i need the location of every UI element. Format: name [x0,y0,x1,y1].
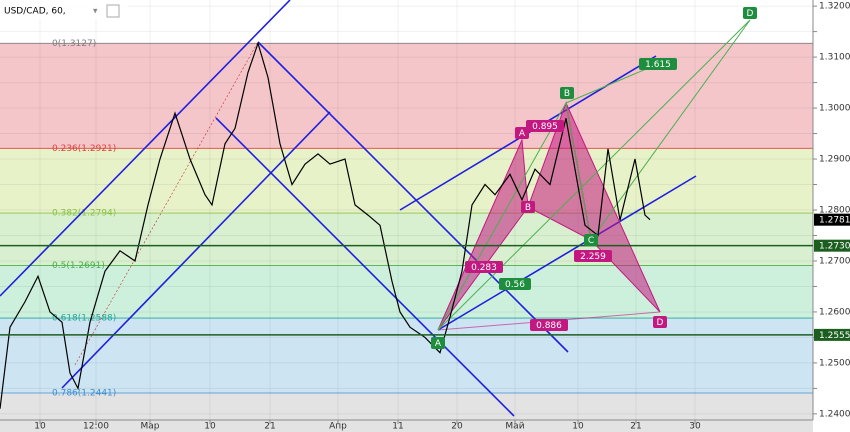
x-tick-label: 10 [34,422,46,432]
pattern-label: 0.886 [536,321,562,331]
price-badge-label: 1.2555 [819,331,850,341]
fib-label: 0.786(1.2441) [52,388,116,398]
pattern-label: 0.895 [532,122,558,132]
pattern-label: A [435,339,442,349]
pattern-label: 0.56 [505,280,525,290]
pattern-label: 1.615 [645,60,671,70]
price-badge [814,213,850,226]
x-tick-label: 10 [204,422,216,432]
pattern-label-bg [515,127,529,139]
y-tick-label: 1.3000 [819,104,850,114]
x-tick-label: Апр [329,422,347,432]
fib-band [0,318,813,393]
pattern-label-bg [499,278,531,290]
pattern-label-bg [465,261,503,273]
pattern-label-bg [526,120,564,132]
pattern-label-bg [560,87,574,99]
settings-box[interactable] [106,4,120,18]
fib-label: 0.618(1.2588) [52,314,116,324]
fib-band [0,265,813,319]
x-tick-label: 20 [451,422,463,432]
title-bg [0,0,128,20]
y-tick-label: 1.2400 [819,409,850,419]
x-tick-label: 10 [572,422,584,432]
y-tick-label: 1.2800 [819,206,850,216]
pattern-label: A [519,129,526,139]
price-badge-label: 1.2730 [819,242,850,252]
price-line [0,41,651,409]
pattern-label-bg [584,234,598,246]
fib-label: 0.382(1.2794) [52,209,116,219]
abcd-lines [437,19,751,331]
price-badge [814,328,850,341]
pattern-label: B [564,89,570,99]
y-tick-label: 1.3200 [819,2,850,12]
fib-anchor [74,41,259,366]
pattern-label-bg [639,58,677,70]
price-badge-label: 1.2781 [819,216,850,226]
x-tick-label: 21 [264,422,275,432]
x-tick-label: 11 [392,422,403,432]
pattern-label: C [588,236,594,246]
y-tick-label: 1.2700 [819,256,850,266]
price-badge [814,239,850,252]
x-tick-label: 21 [630,422,641,432]
pattern-label: 0.283 [471,263,497,273]
fib-label: 0(1.3127) [52,39,96,49]
chart-title: USD/CAD, 60, [4,7,66,17]
x-tick-label: Май [505,422,524,432]
pattern-label: B [525,203,531,213]
pattern-label: D [747,9,754,19]
y-tick-label: 1.2500 [819,358,850,368]
pattern-label-bg [574,250,612,262]
pattern-label: D [657,318,664,328]
y-tick-label: 1.2900 [819,155,850,165]
fib-band [0,392,813,432]
x-tick-label: 30 [689,422,701,432]
fib-band [0,148,813,214]
fib-band [0,213,813,266]
pattern-label-bg [521,201,535,213]
pattern-label-bg [530,319,568,331]
pattern-label-bg [431,337,445,349]
y-tick-label: 1.3100 [819,53,850,63]
dropdown[interactable]: ▾ [93,7,98,17]
y-tick-label: 1.2600 [819,307,850,317]
x-tick-label: 12:00 [83,422,109,432]
pattern-label: 2.259 [580,252,606,262]
pattern-label-bg [653,316,667,328]
x-tick-label: Мар [141,422,160,432]
fib-label: 0.236(1.2921) [52,144,116,154]
fib-label: 0.5(1.2691) [52,261,105,271]
fib-band [0,43,813,149]
trend-lines [0,0,697,417]
pattern-label-bg [743,7,757,19]
